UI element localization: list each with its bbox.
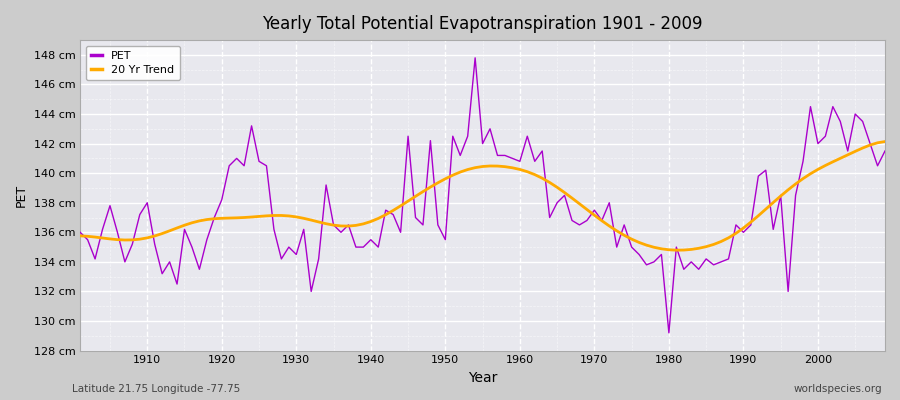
PET — [515, 159, 526, 164]
X-axis label: Year: Year — [468, 371, 498, 385]
20 Yr Trend — [879, 139, 890, 144]
Text: worldspecies.org: worldspecies.org — [794, 384, 882, 394]
Legend: PET, 20 Yr Trend: PET, 20 Yr Trend — [86, 46, 180, 80]
Y-axis label: PET: PET — [15, 184, 28, 207]
PET — [611, 245, 622, 250]
PET — [75, 230, 86, 235]
20 Yr Trend — [75, 234, 86, 238]
20 Yr Trend — [298, 216, 309, 221]
Line: 20 Yr Trend: 20 Yr Trend — [80, 142, 885, 250]
20 Yr Trend — [604, 224, 615, 228]
20 Yr Trend — [507, 165, 517, 170]
Title: Yearly Total Potential Evapotranspiration 1901 - 2009: Yearly Total Potential Evapotranspiratio… — [262, 15, 703, 33]
20 Yr Trend — [670, 248, 681, 252]
20 Yr Trend — [134, 237, 145, 242]
20 Yr Trend — [515, 167, 526, 172]
PET — [134, 212, 145, 217]
PET — [470, 56, 481, 60]
PET — [522, 134, 533, 139]
PET — [663, 330, 674, 335]
PET — [343, 222, 354, 227]
Text: Latitude 21.75 Longitude -77.75: Latitude 21.75 Longitude -77.75 — [72, 384, 240, 394]
Line: PET: PET — [80, 58, 885, 333]
20 Yr Trend — [343, 224, 354, 228]
PET — [298, 227, 309, 232]
PET — [879, 148, 890, 153]
